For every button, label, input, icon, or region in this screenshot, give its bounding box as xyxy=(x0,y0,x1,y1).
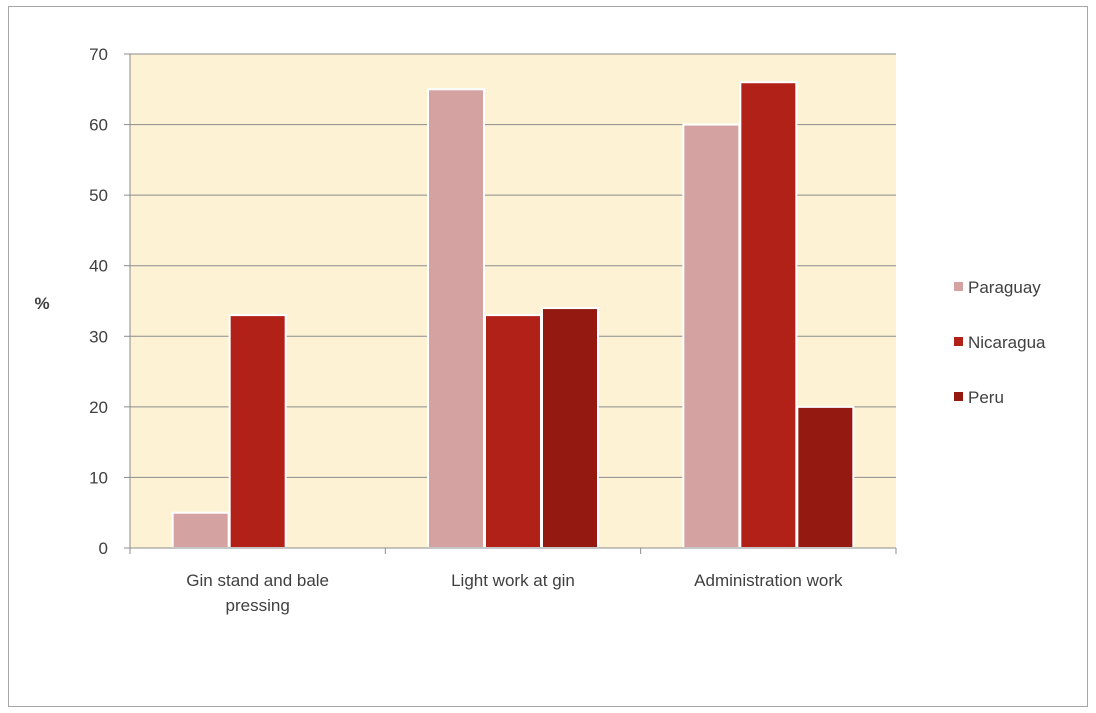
bar-paraguay-0 xyxy=(171,511,230,550)
y-tick-label: 10 xyxy=(89,468,108,487)
bar-nicaragua-2 xyxy=(739,81,798,549)
x-category-label: Administration work xyxy=(694,571,843,590)
y-tick-label: 0 xyxy=(99,539,108,558)
x-category-label: pressing xyxy=(226,596,290,615)
y-tick-labels: 0 10 20 30 40 50 60 70 xyxy=(89,45,108,558)
bar-peru-2 xyxy=(796,405,855,549)
axes xyxy=(124,53,897,554)
legend-swatch-paraguay xyxy=(954,282,963,291)
x-category-label: Light work at gin xyxy=(451,571,575,590)
bar-nicaragua-0 xyxy=(228,314,287,549)
bar-paraguay-1 xyxy=(427,88,485,550)
legend-swatch-peru xyxy=(954,392,963,401)
x-category-label: Gin stand and bale xyxy=(186,571,329,590)
y-tick-label: 60 xyxy=(89,116,108,135)
y-tick-label: 20 xyxy=(89,398,108,417)
y-tick-label: 40 xyxy=(89,257,108,276)
y-tick-label: 30 xyxy=(89,327,108,346)
legend-label-peru: Peru xyxy=(968,388,1004,407)
legend-swatch-nicaragua xyxy=(954,337,963,346)
y-tick-label: 50 xyxy=(89,186,108,205)
bar-paraguay-2 xyxy=(682,123,741,549)
bar-peru-1 xyxy=(541,307,599,549)
y-axis-label: % xyxy=(34,294,49,313)
y-tick-label: 70 xyxy=(89,45,108,64)
legend-label-nicaragua: Nicaragua xyxy=(968,333,1046,352)
x-category-labels: Gin stand and bale pressing Light work at … xyxy=(186,571,843,615)
legend-label-paraguay: Paraguay xyxy=(968,278,1041,297)
bar-nicaragua-1 xyxy=(484,314,542,549)
legend: Paraguay Nicaragua Peru xyxy=(954,278,1046,407)
